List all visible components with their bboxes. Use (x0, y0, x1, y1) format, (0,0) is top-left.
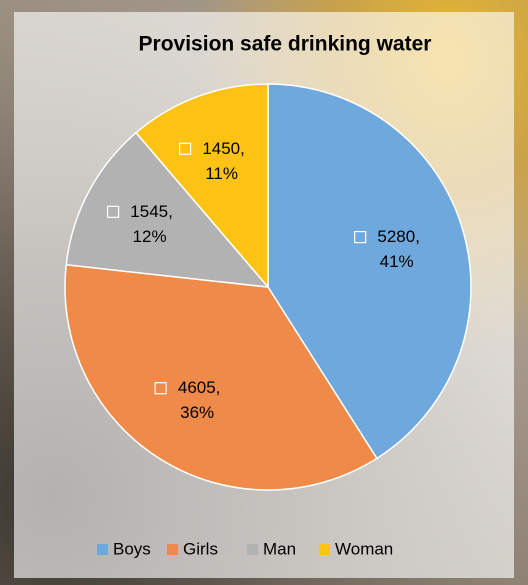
legend-label: Man (263, 539, 296, 558)
pie-slice (267, 83, 472, 460)
data-label: 1545, (130, 202, 173, 221)
legend-swatch (319, 544, 330, 555)
label-marker (106, 205, 120, 218)
legend-swatch (247, 544, 258, 555)
data-label-percent: 36% (180, 403, 214, 422)
data-label: 4605, (178, 378, 221, 397)
data-label: 1450, (202, 139, 245, 158)
legend-label: Woman (335, 539, 393, 558)
pie-slice (65, 131, 270, 288)
chart-title: Provision safe drinking water (139, 33, 432, 56)
legend-label: Girls (183, 539, 218, 558)
legend-swatch (97, 544, 108, 555)
data-label-percent: 41% (380, 252, 414, 271)
legend-label: Boys (113, 539, 151, 558)
data-label-percent: 12% (133, 227, 167, 246)
data-label: 5280, (377, 227, 420, 246)
label-marker (354, 230, 367, 244)
pie-slice (135, 83, 269, 290)
pie-slice (64, 263, 378, 491)
label-marker (178, 142, 192, 155)
label-marker (154, 382, 167, 395)
data-label-percent: 11% (205, 164, 238, 183)
legend-swatch (167, 544, 178, 555)
